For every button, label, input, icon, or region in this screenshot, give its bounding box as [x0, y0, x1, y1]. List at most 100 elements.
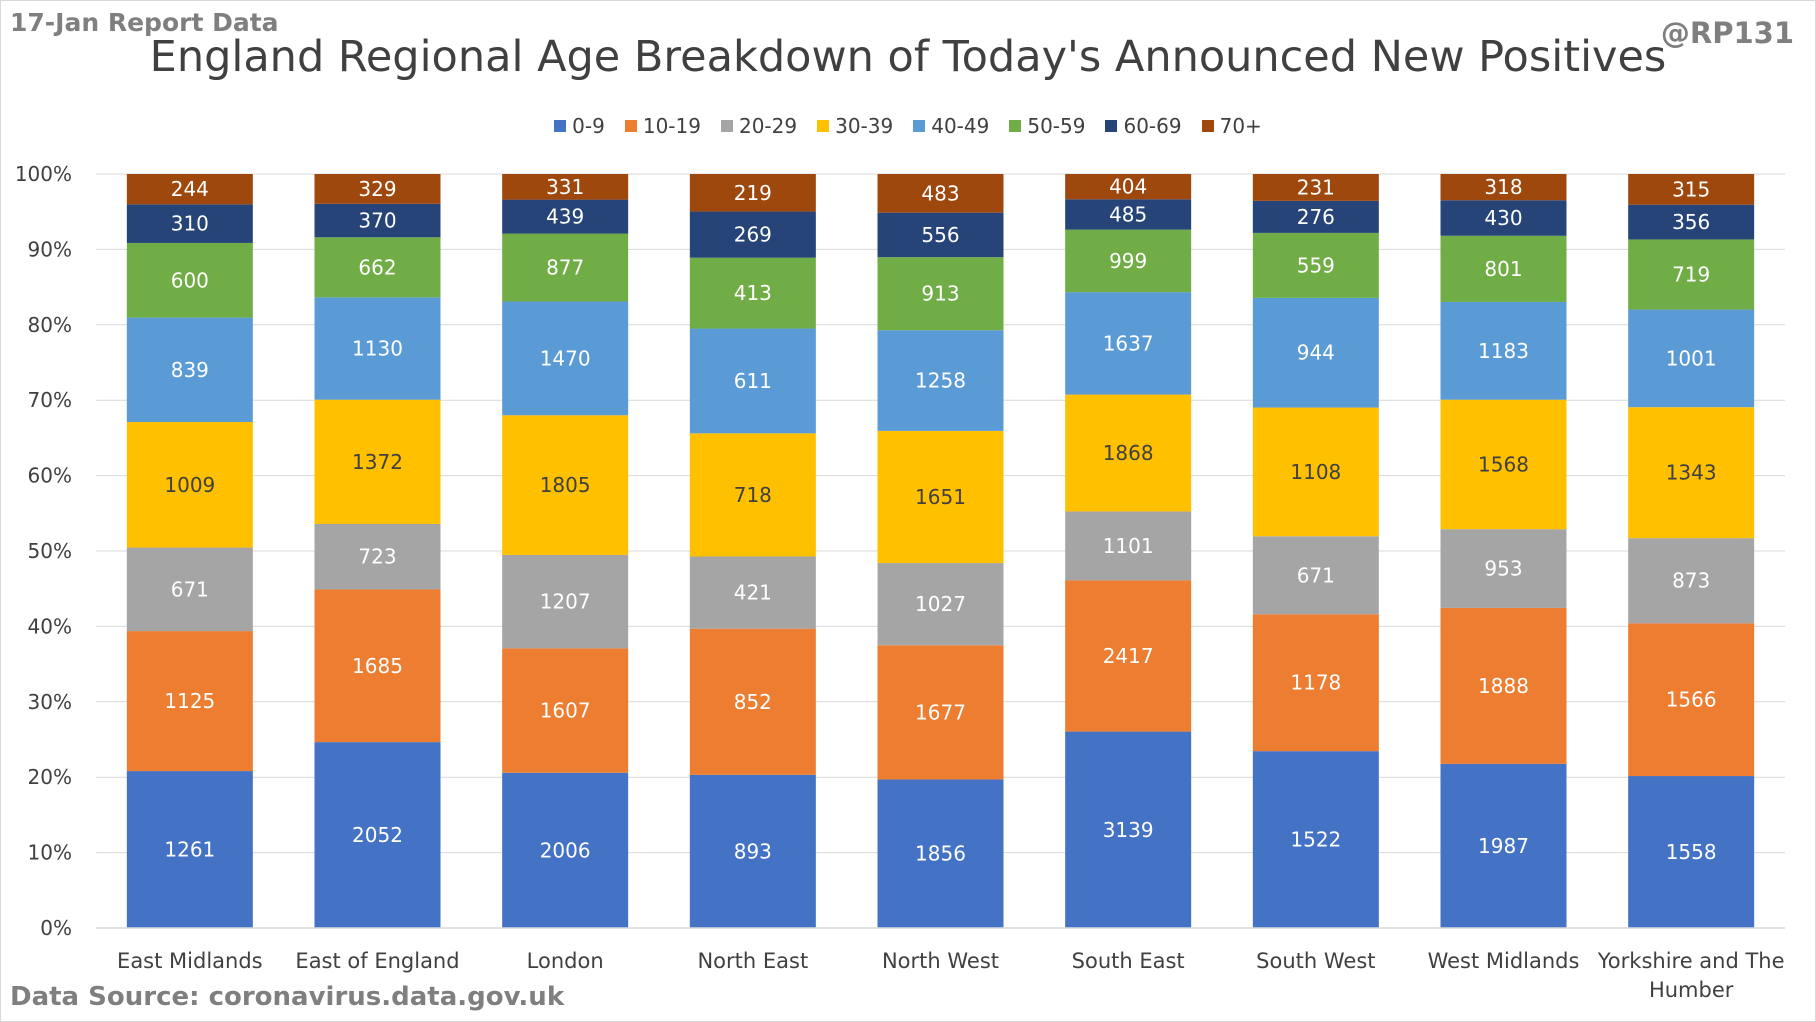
data-label: 231 — [1297, 175, 1335, 199]
data-label: 1470 — [540, 346, 591, 370]
bar-segment — [689, 628, 816, 775]
bar-segment — [502, 415, 629, 555]
data-label: 913 — [921, 282, 959, 306]
bar-segment — [1065, 174, 1192, 200]
bar-segment — [502, 648, 629, 773]
data-label: 611 — [734, 369, 772, 393]
data-label: 719 — [1672, 263, 1710, 287]
bar-segment — [502, 301, 629, 416]
data-label: 1027 — [915, 592, 966, 616]
bar-segment — [1065, 394, 1192, 512]
legend-item: 0-9 — [554, 114, 605, 138]
data-label: 1125 — [164, 689, 215, 713]
bar-segment — [1628, 174, 1755, 205]
data-label: 559 — [1297, 253, 1335, 277]
data-label: 1343 — [1666, 461, 1717, 485]
data-label: 1805 — [540, 473, 591, 497]
x-tick-label: East of England — [295, 949, 459, 973]
legend-swatch — [913, 120, 926, 132]
bar-segment — [1440, 607, 1567, 764]
bar-segment — [126, 317, 253, 423]
legend-item: 50-59 — [1009, 114, 1085, 138]
y-tick-label: 10% — [28, 841, 72, 865]
data-label: 953 — [1484, 557, 1522, 581]
data-label: 839 — [171, 358, 209, 382]
data-label: 2052 — [352, 823, 403, 847]
bar-segment — [1252, 297, 1379, 408]
x-tick-label: North West — [882, 949, 999, 973]
legend-item: 30-39 — [817, 114, 893, 138]
report-date-label: 17-Jan Report Data — [10, 8, 279, 37]
chart-legend: 0-9 10-19 20-29 30-39 40-49 50-59 60-69 70+ — [0, 114, 1816, 138]
data-label: 1001 — [1666, 346, 1717, 370]
data-label: 852 — [734, 690, 772, 714]
data-label: 331 — [546, 175, 584, 199]
data-label: 2006 — [540, 838, 591, 862]
bar-segment — [877, 257, 1004, 331]
bar-segment — [1628, 776, 1755, 928]
data-label: 1566 — [1666, 688, 1717, 712]
data-label: 269 — [734, 223, 772, 247]
bar-segment — [1628, 623, 1755, 777]
data-label: 1258 — [915, 369, 966, 393]
x-tick-label: South East — [1072, 949, 1185, 973]
bar-segment — [314, 742, 441, 928]
data-label: 1130 — [352, 336, 403, 360]
data-label: 723 — [358, 545, 396, 569]
bar-segment — [1440, 529, 1567, 608]
bar-segment — [1065, 731, 1192, 928]
bar-segment — [877, 330, 1004, 431]
bar-segment — [126, 174, 253, 205]
bar-segment — [1252, 232, 1379, 298]
data-label: 404 — [1109, 175, 1147, 199]
legend-label: 20-29 — [738, 114, 798, 138]
data-label: 1522 — [1290, 828, 1341, 852]
bar-segment — [877, 174, 1004, 213]
bar-segment — [126, 771, 253, 928]
x-tick-label: Yorkshire and The — [1597, 949, 1785, 973]
data-label: 219 — [734, 181, 772, 205]
data-label: 1651 — [915, 485, 966, 509]
data-label: 1987 — [1478, 834, 1529, 858]
legend-swatch — [1105, 120, 1118, 132]
bar-segment — [689, 433, 816, 557]
bar-segment — [689, 257, 816, 329]
y-tick-label: 20% — [28, 765, 72, 789]
data-label: 430 — [1484, 206, 1522, 230]
bar-segment — [1252, 614, 1379, 752]
bar-segment — [1065, 229, 1192, 293]
bar-segment — [689, 328, 816, 434]
y-tick-label: 30% — [28, 690, 72, 714]
data-label: 2417 — [1103, 644, 1154, 668]
x-tick-label: London — [527, 949, 604, 973]
bar-segment — [1065, 511, 1192, 581]
data-label: 1108 — [1290, 460, 1341, 484]
bar-segment — [314, 297, 441, 400]
data-label: 439 — [546, 205, 584, 229]
data-label: 310 — [171, 212, 209, 236]
x-tick-label: East Midlands — [117, 949, 263, 973]
data-label: 370 — [358, 209, 396, 233]
bar-segment — [1252, 751, 1379, 928]
bar-segment — [126, 204, 253, 243]
bar-segment — [877, 779, 1004, 928]
bar-segment — [1628, 309, 1755, 408]
y-tick-label: 100% — [15, 162, 72, 186]
bar-segment — [1440, 235, 1567, 302]
bar-segment — [877, 645, 1004, 780]
bar-segment — [502, 199, 629, 234]
data-label: 671 — [171, 577, 209, 601]
legend-label: 0-9 — [572, 114, 605, 138]
data-label: 944 — [1297, 341, 1335, 365]
bar-segment — [502, 174, 629, 200]
y-tick-label: 50% — [28, 539, 72, 563]
data-label: 662 — [358, 255, 396, 279]
data-label: 1868 — [1103, 441, 1154, 465]
legend-item: 70+ — [1201, 114, 1262, 138]
bar-segment — [1628, 538, 1755, 624]
bar-segment — [126, 631, 253, 772]
legend-label: 30-39 — [835, 114, 894, 138]
bar-segment — [1252, 200, 1379, 233]
data-label: 318 — [1484, 175, 1522, 199]
legend-swatch — [1009, 120, 1022, 132]
